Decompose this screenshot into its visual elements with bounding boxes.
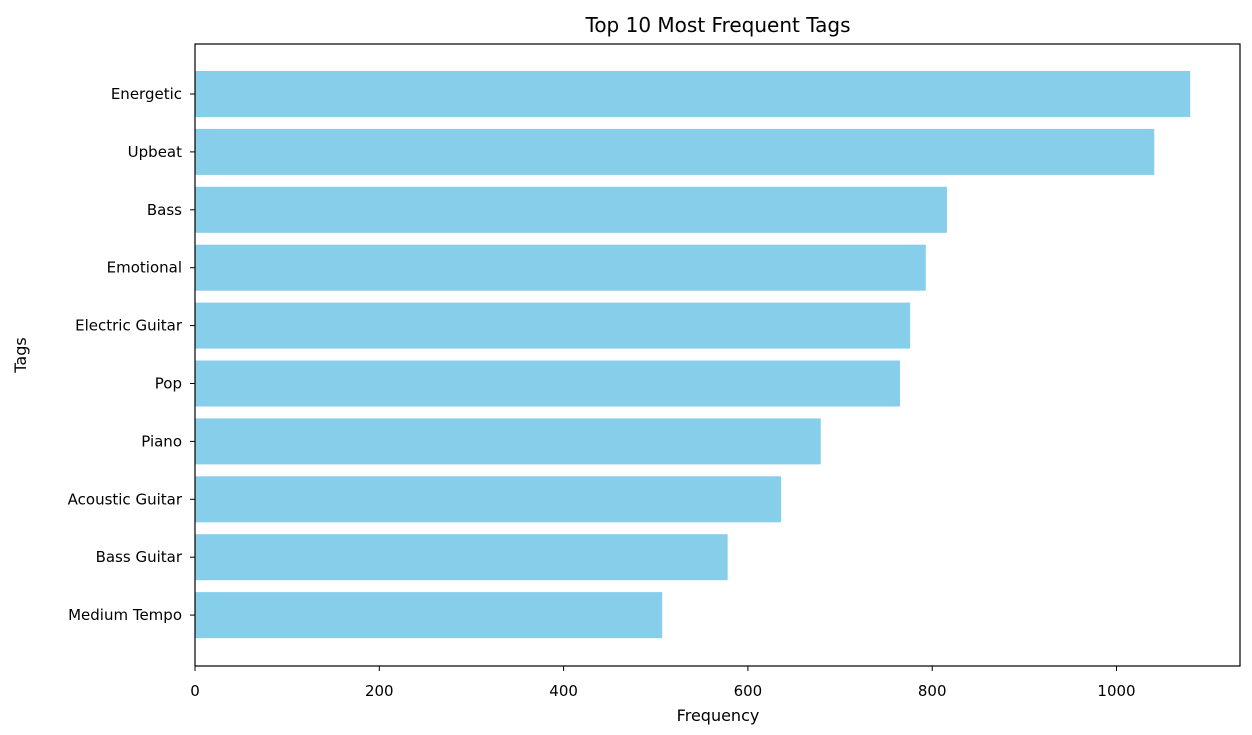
- bar-electric-guitar: [195, 302, 911, 349]
- y-tick-label: Energetic: [111, 85, 182, 103]
- y-tick-label: Pop: [155, 375, 182, 393]
- chart-title: Top 10 Most Frequent Tags: [585, 13, 851, 37]
- y-tick-label: Bass: [147, 201, 182, 219]
- y-tick-label: Bass Guitar: [96, 548, 183, 566]
- y-axis-label: Tags: [11, 337, 30, 373]
- y-tick-label: Medium Tempo: [68, 606, 182, 624]
- y-tick-label: Upbeat: [128, 143, 182, 161]
- bar-upbeat: [195, 128, 1155, 175]
- y-tick-label: Emotional: [107, 259, 182, 277]
- x-tick-label: 400: [549, 682, 578, 700]
- y-tick-label: Piano: [141, 432, 182, 450]
- bar-acoustic-guitar: [195, 476, 782, 523]
- x-tick-label: 800: [918, 682, 947, 700]
- y-tick-label: Acoustic Guitar: [68, 490, 183, 508]
- x-tick-label: 600: [734, 682, 763, 700]
- y-axis-ticks: Energetic Upbeat Bass Emotional Electric Gui…: [68, 85, 195, 624]
- bar-piano: [195, 418, 821, 465]
- bar-medium-tempo: [195, 592, 663, 639]
- bar-energetic: [195, 71, 1191, 117]
- x-tick-label: 200: [365, 682, 394, 700]
- plot-frame: [194, 43, 1241, 667]
- x-tick-label: 0: [190, 682, 200, 700]
- bar-bass-guitar: [195, 534, 728, 581]
- y-tick-label: Electric Guitar: [75, 317, 183, 335]
- bar-bass: [195, 186, 947, 233]
- x-axis-ticks: 0 200 400 600 800 1000: [190, 666, 1136, 700]
- bar-emotional: [195, 244, 926, 291]
- bars-group: [195, 71, 1191, 639]
- bar-pop: [195, 360, 900, 407]
- x-tick-label: 1000: [1097, 682, 1135, 700]
- x-axis-label: Frequency: [677, 706, 760, 725]
